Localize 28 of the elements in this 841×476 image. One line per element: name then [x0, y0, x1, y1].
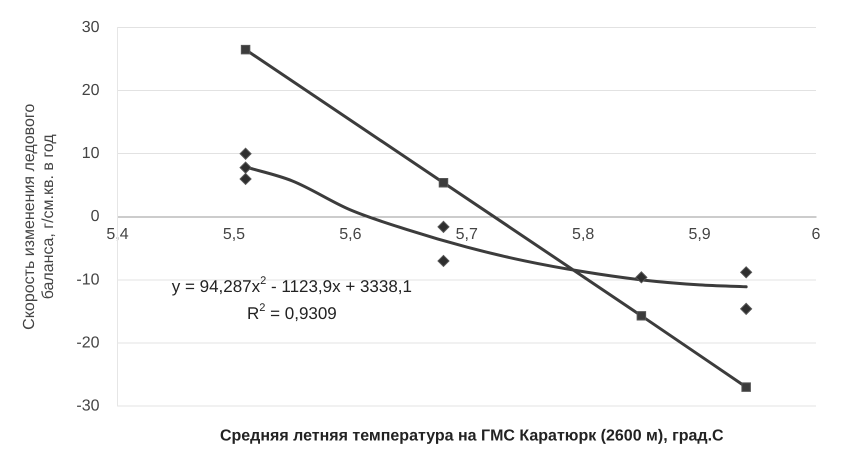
point — [635, 271, 648, 284]
point — [741, 382, 751, 392]
y-axis-title: Скорость изменения ледового баланса, г/см.кв. в год — [21, 104, 58, 330]
x-axis-title: Средняя летняя температура на ГМС Каратюрк (2600 м), град.С — [220, 427, 724, 444]
x-tick-label: 5,5 — [222, 226, 246, 243]
point — [740, 302, 752, 315]
y-tick-label: -30 — [76, 397, 100, 414]
x-tick-label: 5,9 — [688, 226, 711, 243]
point — [740, 266, 752, 278]
point — [240, 162, 252, 174]
y-tick-label: 10 — [82, 145, 100, 162]
x-tick-label: 5,6 — [339, 226, 362, 243]
point — [240, 44, 250, 54]
point — [437, 220, 450, 233]
point — [240, 172, 252, 185]
x-tick-label: 5,4 — [106, 226, 129, 243]
y-tick-label: -20 — [76, 334, 100, 352]
x-tick-label: 6 — [812, 226, 821, 243]
x-tick-label: 5,7 — [456, 226, 478, 243]
point — [240, 148, 252, 160]
y-tick-label: 30 — [82, 19, 100, 36]
y-tick-label: 20 — [82, 82, 100, 100]
y-tick-label: 0 — [90, 208, 100, 226]
point — [437, 254, 450, 267]
x-tick-label: 5,8 — [572, 226, 594, 243]
y-tick-label: -10 — [76, 271, 100, 288]
point — [636, 311, 646, 321]
point — [438, 178, 448, 188]
